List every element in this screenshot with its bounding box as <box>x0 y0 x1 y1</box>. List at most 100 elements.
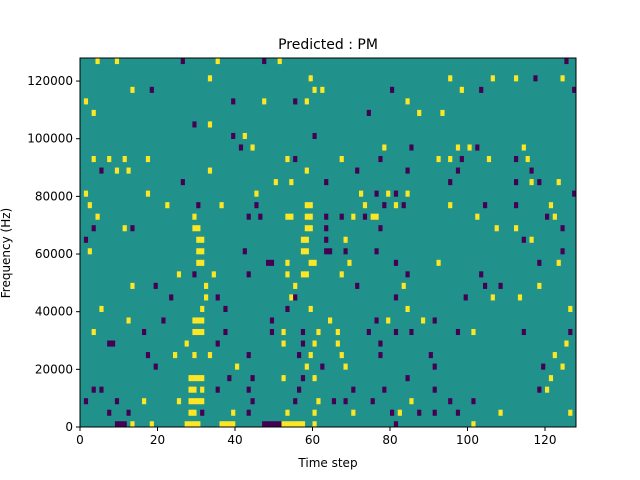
heatmap-cell-low <box>242 248 247 255</box>
heatmap-cell-high <box>525 156 530 163</box>
heatmap-cell-high <box>204 282 209 289</box>
heatmap-cell-high <box>409 398 414 405</box>
heatmap-cell-low <box>324 213 329 220</box>
heatmap-cell-high <box>448 202 453 209</box>
heatmap-cell-high <box>374 213 379 220</box>
heatmap-cell-low <box>223 328 228 336</box>
heatmap-cell-high <box>130 86 135 93</box>
heatmap-cell-high <box>130 282 135 289</box>
heatmap-cell-high <box>196 328 201 336</box>
heatmap-cell-high <box>304 225 309 232</box>
heatmap-cell-low <box>293 294 298 301</box>
heatmap-cell-low <box>269 421 275 428</box>
heatmap-cell-high <box>184 421 189 428</box>
heatmap-cell-high <box>289 213 294 220</box>
heatmap-cell-high <box>200 317 205 324</box>
heatmap-cell-high <box>207 121 213 128</box>
heatmap-cell-low <box>142 328 147 336</box>
x-axis: 0 20 40 60 80 100 120 <box>76 427 556 447</box>
heatmap-cell-high <box>196 375 201 382</box>
heatmap-cell-high <box>548 202 554 209</box>
heatmap-cell-low <box>293 156 298 163</box>
heatmap-cell-high <box>289 294 294 301</box>
heatmap-cell-high <box>196 225 201 232</box>
heatmap-cell-high <box>196 421 201 428</box>
heatmap-cell-low <box>564 58 569 65</box>
heatmap-cell-high <box>192 225 197 232</box>
heatmap-cell-high <box>289 179 294 186</box>
heatmap-cell-low <box>471 398 476 405</box>
heatmap-cell-low <box>409 144 414 151</box>
heatmap-cell-high <box>370 213 375 220</box>
heatmap-cell-low <box>192 121 197 128</box>
heatmap-cell-high <box>285 421 290 428</box>
y-tick-label: 120000 <box>27 74 73 88</box>
heatmap-cell-high <box>176 398 182 405</box>
heatmap-cell-high <box>200 386 205 393</box>
heatmap-cell-low <box>409 328 414 336</box>
heatmap-cell-low <box>568 328 573 336</box>
heatmap-cell-high <box>87 202 92 209</box>
heatmap-cell-low <box>448 179 453 186</box>
heatmap-cell-low <box>83 398 89 405</box>
heatmap-cell-low <box>297 352 302 359</box>
heatmap-cell-high <box>304 167 309 174</box>
heatmap-cell-low <box>258 213 263 220</box>
heatmap-cell-high <box>99 305 104 312</box>
heatmap-cell-low <box>455 409 461 416</box>
x-tick-label: 100 <box>456 433 479 447</box>
heatmap-cell-high <box>293 282 298 289</box>
heatmap-cell-low <box>227 375 232 382</box>
heatmap-cell-high <box>289 421 294 428</box>
heatmap-cell-low <box>514 156 519 163</box>
heatmap-cell-high <box>281 328 286 336</box>
heatmap-cell-high <box>335 328 340 336</box>
heatmap-cell-low <box>262 58 267 65</box>
heatmap-cell-low <box>320 363 325 370</box>
heatmap-cell-high <box>362 202 368 209</box>
heatmap-cell-high <box>467 144 472 151</box>
heatmap-cell-high <box>440 109 445 116</box>
heatmap-cell-high <box>560 75 565 82</box>
heatmap-cell-low <box>479 86 484 93</box>
heatmap-cell-low <box>374 190 379 197</box>
heatmap-cell-high <box>91 156 96 163</box>
heatmap-cell-high <box>397 409 402 416</box>
heatmap-cell-low <box>378 156 383 163</box>
heatmap-cell-high <box>312 259 317 266</box>
heatmap-cell-high <box>196 317 201 324</box>
heatmap-cell-low <box>459 156 464 163</box>
heatmap-cell-low <box>455 328 461 336</box>
heatmap-cell-low <box>572 86 577 93</box>
heatmap-cell-high <box>192 398 197 405</box>
heatmap-cell-low <box>312 132 317 140</box>
heatmap-cell-low <box>180 179 185 186</box>
heatmap-cell-low <box>153 282 158 289</box>
heatmap-cell-high <box>188 409 193 416</box>
heatmap-cell-high <box>200 328 205 336</box>
heatmap-cell-high <box>215 58 220 65</box>
heatmap-cell-high <box>308 305 313 312</box>
heatmap-cell-high <box>250 144 255 151</box>
heatmap-cell-low <box>99 167 104 174</box>
heatmap-cell-high <box>316 398 321 405</box>
heatmap-cell-high <box>304 248 309 255</box>
heatmap-cell-low <box>114 421 120 428</box>
heatmap-cell-high <box>300 248 306 255</box>
heatmap-cell-high <box>293 421 298 428</box>
heatmap-cell-high <box>188 386 193 393</box>
heatmap-cell-high <box>339 156 344 163</box>
heatmap-cell-low <box>200 409 205 416</box>
heatmap-cell-high <box>529 236 534 243</box>
heatmap-cell-low <box>122 421 127 428</box>
heatmap-cell-low <box>328 248 333 255</box>
heatmap-cell-high <box>545 386 550 393</box>
heatmap-cell-low <box>196 202 201 209</box>
heatmap-cell-high <box>281 340 286 347</box>
heatmap-cell-high <box>308 213 313 220</box>
heatmap-cell-high <box>328 317 333 324</box>
heatmap-cell-high <box>556 179 561 186</box>
heatmap-cell-high <box>300 236 306 243</box>
heatmap-cell-low <box>149 86 154 93</box>
heatmap-cell-high <box>277 58 282 65</box>
